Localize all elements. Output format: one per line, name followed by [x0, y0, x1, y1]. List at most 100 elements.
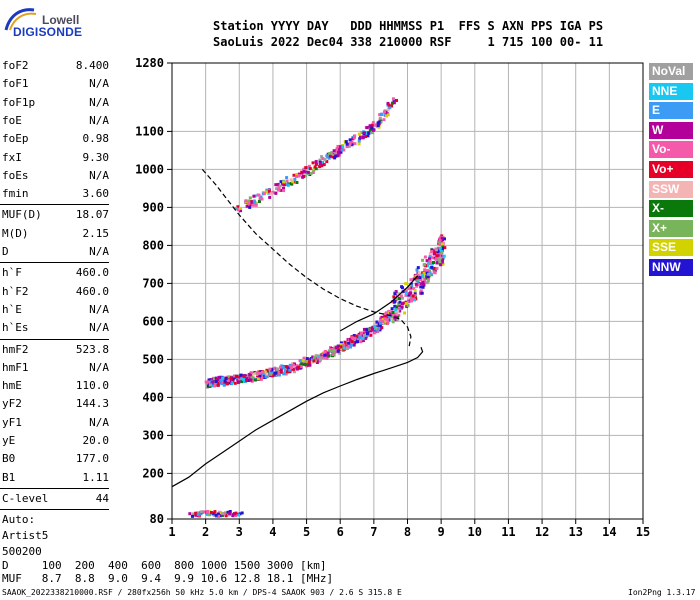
echo-point [336, 349, 340, 353]
echo-point [188, 512, 192, 516]
echo-point [426, 275, 430, 279]
echo-point [426, 261, 430, 265]
echo-point [387, 309, 391, 313]
echo-point [415, 268, 419, 272]
echo-point [264, 190, 268, 194]
echo-point [408, 291, 412, 295]
echo-point [260, 197, 264, 201]
echo-point [326, 351, 330, 355]
echo-point [370, 131, 374, 135]
echo-point [435, 256, 439, 260]
panel-divider [0, 509, 109, 511]
echo-point [384, 110, 388, 114]
echo-point [330, 347, 334, 351]
param-value: 110.0 [75, 379, 109, 393]
echo-point [404, 282, 408, 286]
echo-point [389, 312, 393, 316]
echo-point [361, 336, 365, 340]
param-value: 44 [95, 491, 109, 505]
echo-point [236, 208, 240, 212]
param-value: 8.400 [75, 59, 109, 72]
echo-point [328, 154, 332, 158]
echo-point [407, 286, 411, 290]
echo-point [214, 513, 218, 517]
echo-point [194, 511, 198, 515]
echo-point [239, 209, 243, 213]
echo-point [425, 259, 429, 263]
echo-point [379, 321, 383, 325]
echo-point [247, 199, 251, 203]
echo-point [368, 124, 372, 128]
echo-point [299, 365, 303, 369]
echo-point [371, 121, 375, 125]
echo-point [285, 176, 289, 180]
echo-point [228, 381, 232, 385]
echo-point [301, 359, 305, 363]
echo-point [392, 101, 396, 105]
echo-point [379, 326, 383, 330]
echo-point [415, 276, 419, 280]
y-tick-label: 900 [142, 200, 164, 214]
echo-point [367, 131, 371, 135]
echo-point [295, 173, 299, 177]
param-name: foE [2, 113, 22, 127]
echo-point [276, 182, 280, 186]
echo-point [311, 355, 315, 359]
echo-point [390, 315, 394, 319]
echo-point [400, 285, 404, 289]
echo-point [308, 167, 312, 171]
echo-point [249, 371, 253, 375]
echo-point [256, 374, 260, 378]
y-tick-label: 800 [142, 238, 164, 252]
echo-point [439, 263, 443, 267]
echo-point [226, 510, 230, 514]
echo-point [350, 340, 354, 344]
echo-point [403, 311, 407, 315]
echo-point [418, 276, 422, 280]
echo-point [325, 154, 329, 158]
echo-point [362, 333, 366, 337]
legend-item-e: E [649, 102, 693, 120]
echo-point [395, 305, 399, 309]
echo-point [228, 509, 232, 513]
param-row-hf: h`F 460.0 [2, 264, 109, 282]
legend-item-nnw: NNW [649, 259, 693, 276]
echo-point [219, 379, 223, 383]
echo-point [247, 201, 251, 205]
echo-point [289, 366, 293, 370]
echo-point [374, 123, 378, 127]
echo-point [261, 373, 265, 377]
echo-point [432, 266, 436, 270]
echo-point [301, 175, 305, 179]
echo-point [300, 170, 304, 174]
echo-point [314, 162, 318, 166]
echo-point [413, 289, 417, 293]
echo-point [350, 140, 354, 144]
echo-point [289, 181, 293, 185]
echo-point [366, 332, 370, 336]
echo-point [407, 293, 411, 297]
x-tick-label: 8 [404, 525, 411, 539]
echo-point [359, 340, 363, 344]
echo-point [282, 189, 286, 193]
echo-point [361, 339, 365, 343]
echo-point [331, 155, 335, 159]
echo-point [438, 246, 442, 250]
echo-point [416, 266, 420, 270]
echo-point [363, 329, 367, 333]
echo-point [250, 375, 254, 379]
echo-point [348, 141, 352, 145]
echo-point [442, 254, 446, 258]
echo-point [327, 354, 331, 358]
y-tick-label: 700 [142, 276, 164, 290]
echo-point [233, 381, 237, 385]
echo-point [385, 114, 389, 118]
echo-point [279, 370, 283, 374]
echo-point [338, 351, 342, 355]
echo-point [202, 510, 206, 514]
echo-point [354, 334, 358, 338]
echo-point [190, 514, 194, 518]
echo-point [391, 101, 395, 105]
echo-point [325, 353, 329, 357]
